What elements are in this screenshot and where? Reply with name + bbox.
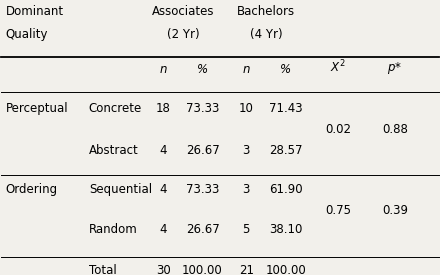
Text: 18: 18 [156, 102, 171, 115]
Text: 61.90: 61.90 [269, 183, 302, 196]
Text: 28.57: 28.57 [269, 144, 302, 157]
Text: Dominant: Dominant [6, 5, 64, 18]
Text: Abstract: Abstract [89, 144, 139, 157]
Text: 4: 4 [159, 144, 167, 157]
Text: 0.02: 0.02 [325, 123, 351, 136]
Text: %: % [197, 63, 208, 76]
Text: 3: 3 [242, 183, 250, 196]
Text: 10: 10 [239, 102, 254, 115]
Text: 5: 5 [242, 223, 250, 236]
Text: %: % [280, 63, 291, 76]
Text: Bachelors: Bachelors [237, 5, 295, 18]
Text: 30: 30 [156, 265, 171, 275]
Text: 4: 4 [159, 223, 167, 236]
Text: 0.75: 0.75 [325, 204, 351, 217]
Text: $\it{p}$*: $\it{p}$* [387, 60, 403, 76]
Text: (4 Yr): (4 Yr) [249, 28, 282, 41]
Text: 26.67: 26.67 [186, 144, 220, 157]
Text: Sequential: Sequential [89, 183, 152, 196]
Text: Concrete: Concrete [89, 102, 142, 115]
Text: 21: 21 [239, 265, 254, 275]
Text: n: n [159, 63, 167, 76]
Text: 38.10: 38.10 [269, 223, 302, 236]
Text: $\it{X}^{2}$: $\it{X}^{2}$ [330, 59, 346, 76]
Text: Associates: Associates [152, 5, 214, 18]
Text: n: n [242, 63, 250, 76]
Text: 0.39: 0.39 [382, 204, 408, 217]
Text: 26.67: 26.67 [186, 223, 220, 236]
Text: 4: 4 [159, 183, 167, 196]
Text: 100.00: 100.00 [182, 265, 223, 275]
Text: 3: 3 [242, 144, 250, 157]
Text: Random: Random [89, 223, 138, 236]
Text: Quality: Quality [6, 28, 48, 41]
Text: 100.00: 100.00 [265, 265, 306, 275]
Text: (2 Yr): (2 Yr) [166, 28, 199, 41]
Text: 71.43: 71.43 [269, 102, 302, 115]
Text: Ordering: Ordering [6, 183, 58, 196]
Text: 73.33: 73.33 [186, 102, 219, 115]
Text: Total: Total [89, 265, 117, 275]
Text: Perceptual: Perceptual [6, 102, 68, 115]
Text: 0.88: 0.88 [382, 123, 408, 136]
Text: 73.33: 73.33 [186, 183, 219, 196]
